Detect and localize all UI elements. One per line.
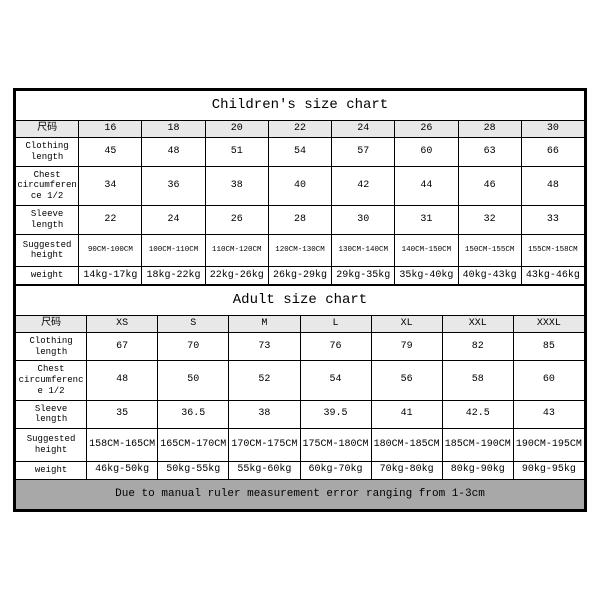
measurement-note: Due to manual ruler measurement error ra…	[16, 479, 585, 509]
adult-header-row: 尺码 XS S M L XL XXL XXXL	[16, 315, 585, 332]
children-size-4: 24	[332, 120, 395, 137]
children-size-table: Children's size chart 尺码 16 18 20 22 24 …	[15, 90, 585, 285]
row-label: weight	[16, 461, 87, 479]
adult-size-1: S	[158, 315, 229, 332]
row-label: Suggested height	[16, 234, 79, 267]
footer-row: Due to manual ruler measurement error ra…	[16, 479, 585, 509]
children-size-5: 26	[395, 120, 458, 137]
row-label: Clothing length	[16, 332, 87, 361]
children-size-2: 20	[205, 120, 268, 137]
children-header-row: 尺码 16 18 20 22 24 26 28 30	[16, 120, 585, 137]
table-row: Suggested height 90CM-100CM 100CM-110CM …	[16, 234, 585, 267]
children-title-row: Children's size chart	[16, 91, 585, 121]
table-row: weight 46kg-50kg 50kg-55kg 55kg-60kg 60k…	[16, 461, 585, 479]
children-size-1: 18	[142, 120, 205, 137]
row-label: Clothing length	[16, 137, 79, 166]
table-row: Clothing length 67 70 73 76 79 82 85	[16, 332, 585, 361]
children-size-6: 28	[458, 120, 521, 137]
children-size-7: 30	[521, 120, 584, 137]
table-row: weight 14kg-17kg 18kg-22kg 22kg-26kg 26k…	[16, 267, 585, 285]
adult-size-3: L	[300, 315, 371, 332]
adult-size-5: XXL	[442, 315, 513, 332]
row-label: Chest circumference 1/2	[16, 361, 87, 400]
children-title: Children's size chart	[16, 91, 585, 121]
row-label: Sleeve length	[16, 205, 79, 234]
adult-size-4: XL	[371, 315, 442, 332]
size-charts-container: Children's size chart 尺码 16 18 20 22 24 …	[13, 88, 587, 512]
table-row: Sleeve length 22 24 26 28 30 31 32 33	[16, 205, 585, 234]
adult-size-0: XS	[87, 315, 158, 332]
table-row: Sleeve length 35 36.5 38 39.5 41 42.5 43	[16, 400, 585, 429]
children-size-label: 尺码	[16, 120, 79, 137]
row-label: Chest circumference 1/2	[16, 166, 79, 205]
table-row: Chest circumference 1/2 48 50 52 54 56 5…	[16, 361, 585, 400]
row-label: Sleeve length	[16, 400, 87, 429]
adult-title: Adult size chart	[16, 285, 585, 315]
children-size-0: 16	[79, 120, 142, 137]
adult-size-label: 尺码	[16, 315, 87, 332]
adult-title-row: Adult size chart	[16, 285, 585, 315]
children-size-3: 22	[268, 120, 331, 137]
row-label: Suggested height	[16, 429, 87, 462]
adult-size-2: M	[229, 315, 300, 332]
table-row: Chest circumference 1/2 34 36 38 40 42 4…	[16, 166, 585, 205]
adult-size-table: Adult size chart 尺码 XS S M L XL XXL XXXL…	[15, 285, 585, 510]
table-row: Clothing length 45 48 51 54 57 60 63 66	[16, 137, 585, 166]
adult-size-6: XXXL	[513, 315, 584, 332]
row-label: weight	[16, 267, 79, 285]
table-row: Suggested height 158CM-165CM 165CM-170CM…	[16, 429, 585, 462]
